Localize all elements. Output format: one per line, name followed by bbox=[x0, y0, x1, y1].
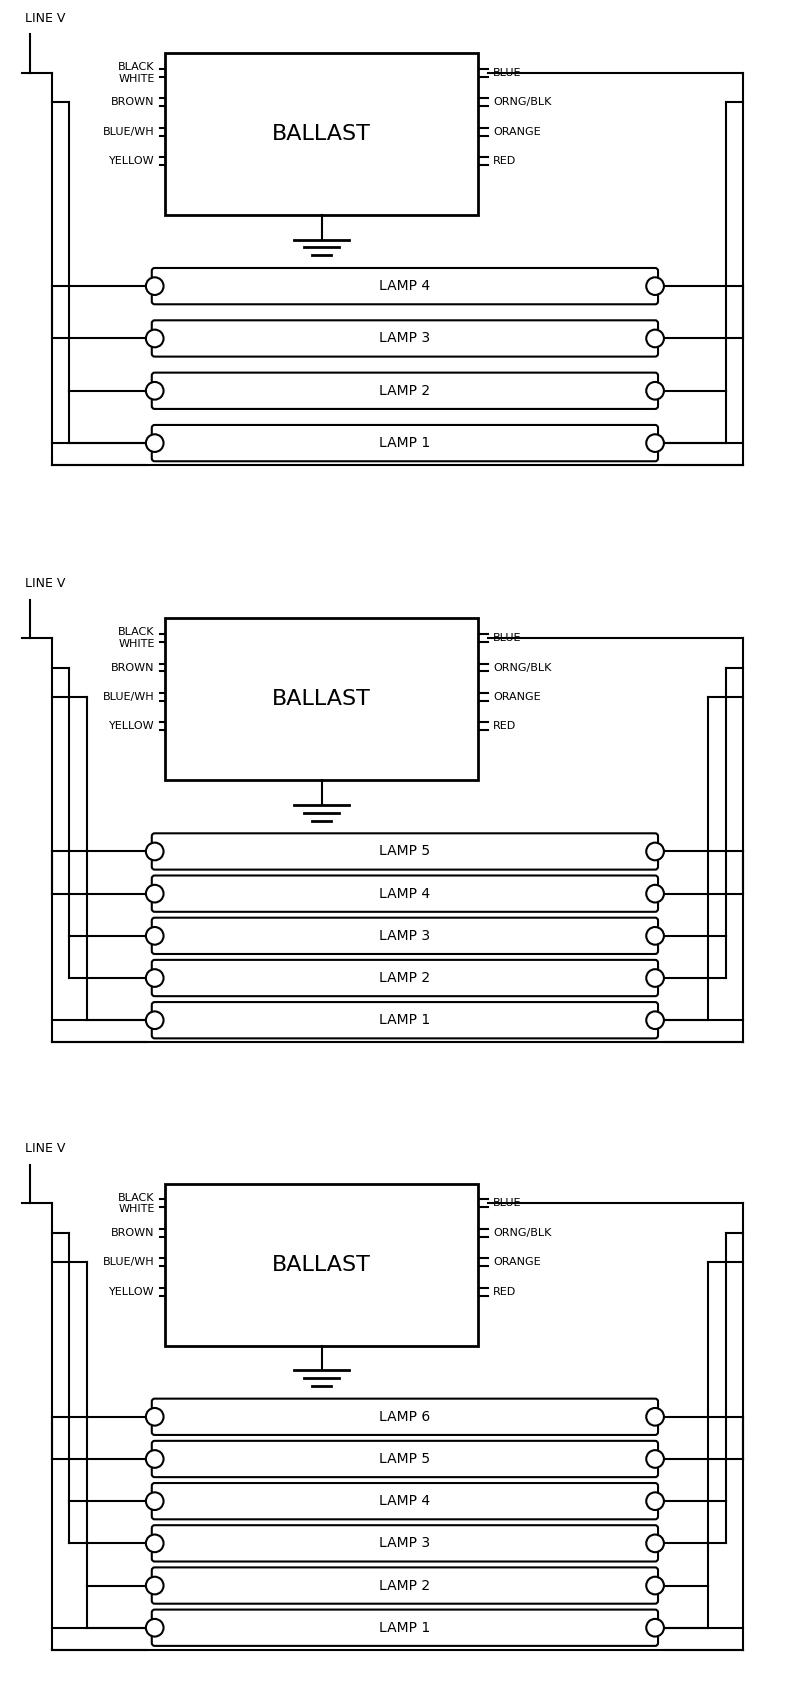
Circle shape bbox=[146, 1450, 163, 1467]
Circle shape bbox=[146, 1577, 163, 1594]
Text: LAMP 1: LAMP 1 bbox=[379, 436, 430, 449]
Text: ORANGE: ORANGE bbox=[494, 692, 541, 702]
Circle shape bbox=[646, 278, 664, 295]
Text: BALLAST: BALLAST bbox=[272, 689, 371, 709]
Circle shape bbox=[146, 329, 163, 348]
Text: LAMP 3: LAMP 3 bbox=[379, 331, 430, 346]
Text: BLUE/WH: BLUE/WH bbox=[103, 1257, 154, 1267]
Text: LAMP 1: LAMP 1 bbox=[379, 1621, 430, 1635]
Text: ORANGE: ORANGE bbox=[494, 1257, 541, 1267]
Circle shape bbox=[146, 1011, 163, 1029]
Text: LAMP 5: LAMP 5 bbox=[379, 1452, 430, 1465]
Circle shape bbox=[646, 968, 664, 987]
Circle shape bbox=[646, 1577, 664, 1594]
FancyBboxPatch shape bbox=[152, 1610, 658, 1645]
Circle shape bbox=[646, 1620, 664, 1637]
Text: BLUE/WH: BLUE/WH bbox=[103, 692, 154, 702]
FancyBboxPatch shape bbox=[152, 833, 658, 870]
Text: BLUE: BLUE bbox=[494, 633, 522, 643]
Text: LAMP 2: LAMP 2 bbox=[379, 1579, 430, 1593]
FancyBboxPatch shape bbox=[152, 1525, 658, 1562]
Circle shape bbox=[146, 382, 163, 400]
Circle shape bbox=[646, 1535, 664, 1552]
Circle shape bbox=[146, 843, 163, 860]
Text: BROWN: BROWN bbox=[111, 97, 154, 107]
Text: BLUE: BLUE bbox=[494, 1199, 522, 1209]
Circle shape bbox=[646, 885, 664, 902]
Text: RED: RED bbox=[494, 156, 517, 166]
Text: BLUE: BLUE bbox=[494, 68, 522, 78]
Circle shape bbox=[646, 329, 664, 348]
Text: LAMP 4: LAMP 4 bbox=[379, 280, 430, 293]
FancyBboxPatch shape bbox=[152, 918, 658, 953]
Text: ORNG/BLK: ORNG/BLK bbox=[494, 663, 551, 673]
FancyBboxPatch shape bbox=[152, 1399, 658, 1435]
Circle shape bbox=[146, 1535, 163, 1552]
FancyBboxPatch shape bbox=[152, 1482, 658, 1520]
Text: RED: RED bbox=[494, 721, 517, 731]
Bar bbox=[165, 53, 478, 215]
Text: BLUE/WH: BLUE/WH bbox=[103, 127, 154, 137]
Circle shape bbox=[646, 1492, 664, 1509]
Circle shape bbox=[146, 968, 163, 987]
FancyBboxPatch shape bbox=[152, 1442, 658, 1477]
Text: BROWN: BROWN bbox=[111, 663, 154, 673]
Text: BROWN: BROWN bbox=[111, 1228, 154, 1238]
Circle shape bbox=[146, 434, 163, 451]
Circle shape bbox=[646, 928, 664, 945]
FancyBboxPatch shape bbox=[152, 875, 658, 912]
Bar bbox=[165, 1184, 478, 1345]
Circle shape bbox=[646, 382, 664, 400]
Text: RED: RED bbox=[494, 1287, 517, 1297]
FancyBboxPatch shape bbox=[152, 1002, 658, 1038]
Circle shape bbox=[146, 1408, 163, 1426]
Text: LAMP 4: LAMP 4 bbox=[379, 1494, 430, 1508]
Text: LINE V: LINE V bbox=[26, 577, 66, 590]
Text: LAMP 6: LAMP 6 bbox=[379, 1409, 430, 1425]
Bar bbox=[165, 619, 478, 780]
FancyBboxPatch shape bbox=[152, 1567, 658, 1604]
Circle shape bbox=[646, 1450, 664, 1467]
Circle shape bbox=[646, 1011, 664, 1029]
Circle shape bbox=[646, 843, 664, 860]
Circle shape bbox=[146, 1492, 163, 1509]
Text: ORNG/BLK: ORNG/BLK bbox=[494, 1228, 551, 1238]
Text: BLACK
WHITE: BLACK WHITE bbox=[118, 1192, 154, 1214]
Text: LAMP 4: LAMP 4 bbox=[379, 887, 430, 901]
Text: LINE V: LINE V bbox=[26, 1143, 66, 1155]
FancyBboxPatch shape bbox=[152, 960, 658, 996]
FancyBboxPatch shape bbox=[152, 426, 658, 461]
Circle shape bbox=[146, 278, 163, 295]
Text: BALLAST: BALLAST bbox=[272, 1255, 371, 1275]
Text: LINE V: LINE V bbox=[26, 12, 66, 25]
Text: YELLOW: YELLOW bbox=[109, 1287, 154, 1297]
Text: BALLAST: BALLAST bbox=[272, 124, 371, 144]
Circle shape bbox=[146, 1620, 163, 1637]
Circle shape bbox=[646, 1408, 664, 1426]
Text: LAMP 1: LAMP 1 bbox=[379, 1013, 430, 1028]
Text: LAMP 2: LAMP 2 bbox=[379, 972, 430, 985]
Text: BLACK
WHITE: BLACK WHITE bbox=[118, 63, 154, 83]
Text: YELLOW: YELLOW bbox=[109, 156, 154, 166]
Text: LAMP 3: LAMP 3 bbox=[379, 1537, 430, 1550]
FancyBboxPatch shape bbox=[152, 268, 658, 304]
Circle shape bbox=[646, 434, 664, 451]
Circle shape bbox=[146, 885, 163, 902]
Text: YELLOW: YELLOW bbox=[109, 721, 154, 731]
Text: LAMP 3: LAMP 3 bbox=[379, 929, 430, 943]
Text: LAMP 2: LAMP 2 bbox=[379, 383, 430, 399]
Text: LAMP 5: LAMP 5 bbox=[379, 845, 430, 858]
Text: ORNG/BLK: ORNG/BLK bbox=[494, 97, 551, 107]
Text: BLACK
WHITE: BLACK WHITE bbox=[118, 628, 154, 650]
FancyBboxPatch shape bbox=[152, 321, 658, 356]
FancyBboxPatch shape bbox=[152, 373, 658, 409]
Text: ORANGE: ORANGE bbox=[494, 127, 541, 137]
Circle shape bbox=[146, 928, 163, 945]
